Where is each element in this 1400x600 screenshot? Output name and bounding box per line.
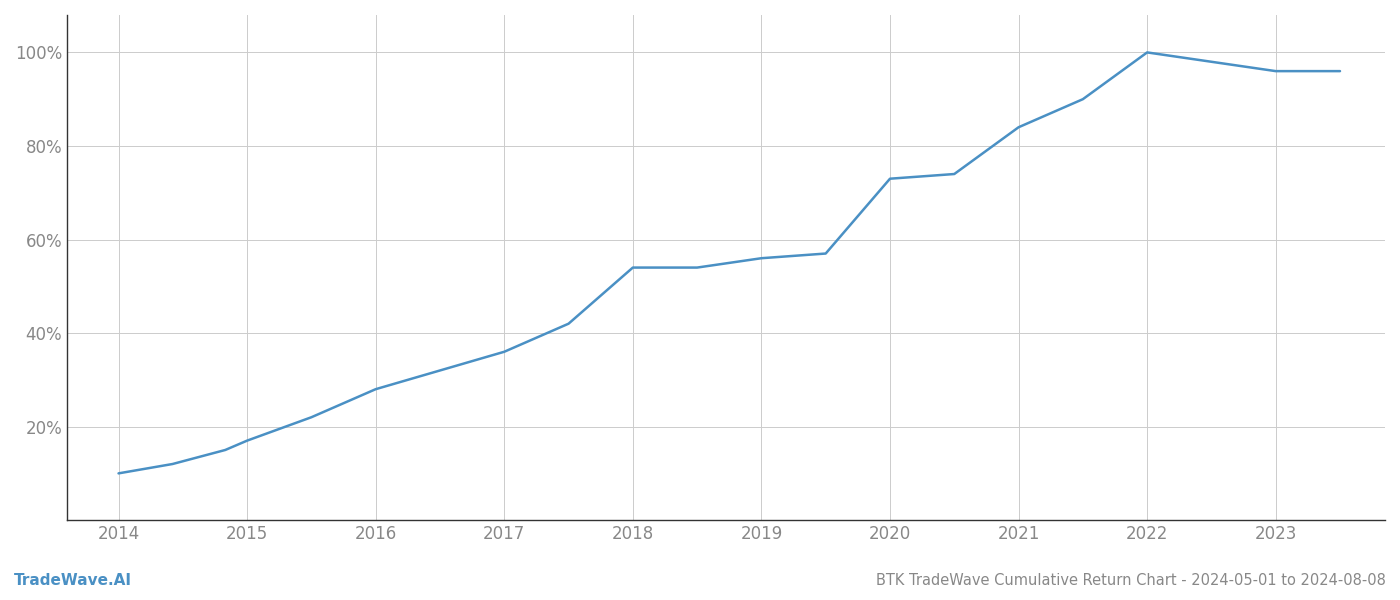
Text: TradeWave.AI: TradeWave.AI [14,573,132,588]
Text: BTK TradeWave Cumulative Return Chart - 2024-05-01 to 2024-08-08: BTK TradeWave Cumulative Return Chart - … [876,573,1386,588]
